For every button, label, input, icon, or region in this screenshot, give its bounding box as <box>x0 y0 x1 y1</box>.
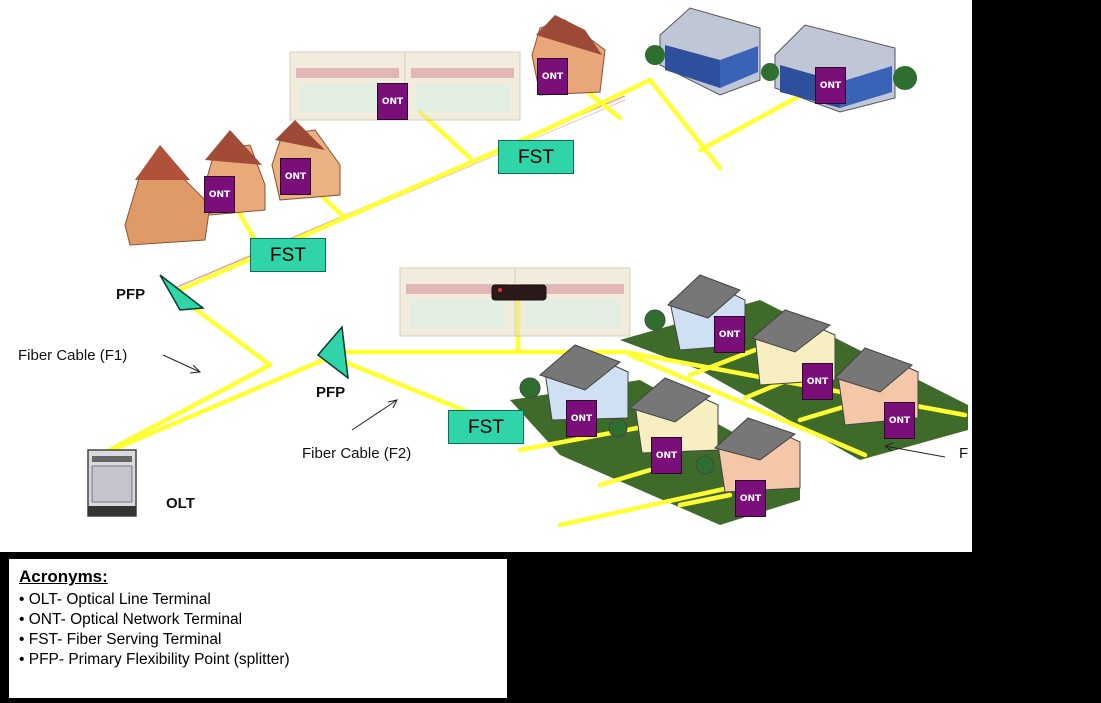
olt-label: OLT <box>166 495 195 512</box>
pfp-left-label: PFP <box>116 286 146 303</box>
ont-box-house-r3: ONT <box>884 402 915 439</box>
diagram-graphics <box>87 7 968 528</box>
acronym-pfp: • PFP- Primary Flexibility Point (splitt… <box>19 651 290 668</box>
pfp-center-triangle <box>316 325 349 380</box>
fiber-split-row-2 <box>687 347 758 378</box>
shop-top-left <box>289 51 521 121</box>
fiber-cable-f1-label: Fiber Cable (F1) <box>18 347 128 364</box>
arrow-f2 <box>351 399 398 431</box>
fst-box-left: FST <box>250 238 326 272</box>
shop-middle <box>399 267 631 337</box>
router-device <box>491 284 547 301</box>
olt-cabinet <box>87 449 137 517</box>
suburban-houses <box>519 274 919 493</box>
office-buildings <box>645 7 917 113</box>
fiber-f2-feeder <box>97 352 338 458</box>
ont-box-house-r1: ONT <box>714 316 745 353</box>
pointer-arrows <box>162 354 946 458</box>
ont-box-brick-2: ONT <box>280 158 311 195</box>
fiber-lower-grid-2 <box>597 467 653 488</box>
fiber-trunk <box>172 77 723 295</box>
acronym-olt: • OLT- Optical Line Terminal <box>19 591 211 608</box>
network-diagram: ONT ONT ONT ONT ONT ONT ONT ONT ONT ONT … <box>0 0 972 552</box>
ont-box-house-l2: ONT <box>651 437 682 474</box>
fiber-cable-f2-label: Fiber Cable (F2) <box>302 445 412 462</box>
ont-box-office: ONT <box>815 67 846 104</box>
ont-box-house-l3: ONT <box>735 480 766 517</box>
ont-box-shop-1: ONT <box>377 83 408 120</box>
ont-box-house-top: ONT <box>537 58 568 95</box>
fiber-split-row <box>627 352 868 458</box>
arrow-f1 <box>162 354 201 373</box>
ont-box-brick-1: ONT <box>204 176 235 213</box>
fst-box-lower: FST <box>448 410 524 444</box>
ont-box-house-r2: ONT <box>802 363 833 400</box>
fst-box-top: FST <box>498 140 574 174</box>
acronym-ont: • ONT- Optical Network Terminal <box>19 611 243 628</box>
pfp-left-triangle <box>159 274 205 311</box>
fiber-f1-feeder <box>97 302 273 458</box>
acronyms-title: Acronyms: <box>19 567 108 586</box>
arrow-f-right <box>884 445 946 458</box>
acronym-fst: • FST- Fiber Serving Terminal <box>19 631 222 648</box>
fiber-cable-cut-label: F <box>959 445 969 462</box>
pfp-center-label: PFP <box>316 384 346 401</box>
fiber-lower-grid-3 <box>677 492 733 508</box>
fiber-split-row-4 <box>797 402 853 423</box>
ont-box-house-l1: ONT <box>566 400 597 437</box>
acronyms-legend: Acronyms: • OLT- Optical Line Terminal •… <box>7 557 509 700</box>
